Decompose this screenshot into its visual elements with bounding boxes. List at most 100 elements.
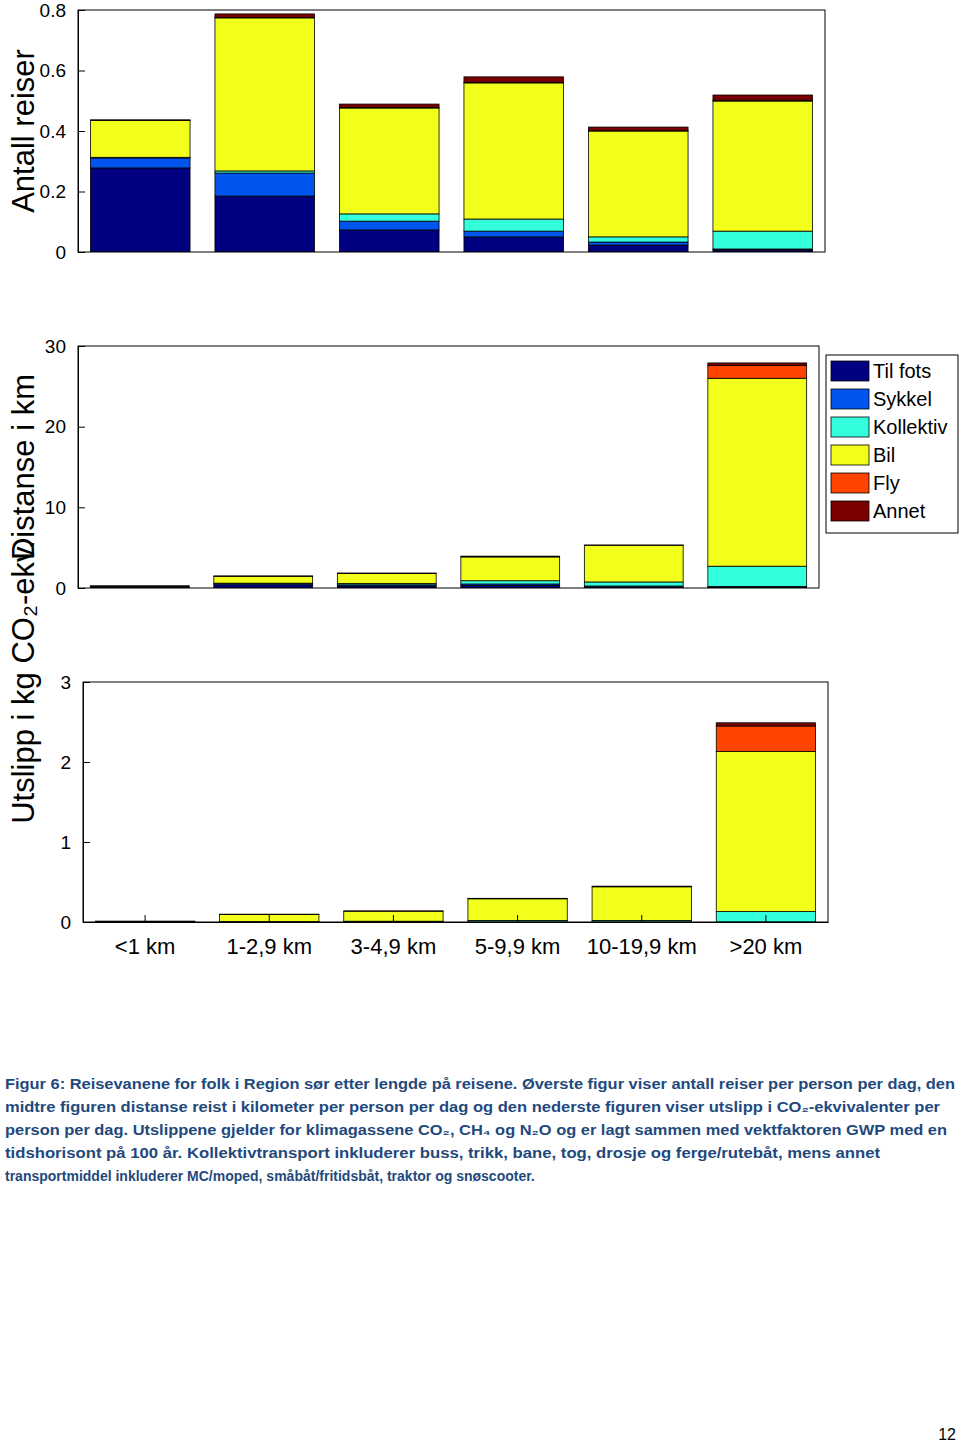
tick-label: 1-2,9 km xyxy=(226,934,312,959)
y-tick: 0.6 xyxy=(40,60,85,81)
x-tick: 10-19,9 km xyxy=(587,915,697,959)
tick-label: 0 xyxy=(60,912,71,933)
bars xyxy=(95,723,815,922)
axis-line xyxy=(83,683,84,923)
plot-frame xyxy=(78,10,825,252)
bar-segment xyxy=(339,214,439,221)
chart-panel: 0 1 2 3 <1 km 1-2,9 km 3-4,9 km 5-9,9 km 10-19,9… xyxy=(6,540,829,958)
tick-label: 20 xyxy=(45,416,66,437)
bar-segment xyxy=(90,586,189,587)
bar-segment xyxy=(584,545,683,546)
x-tick: 1-2,9 km xyxy=(226,915,312,959)
legend-swatch xyxy=(831,501,869,521)
plot-frame xyxy=(78,346,819,588)
bar-segment xyxy=(588,131,688,237)
caption: Figur 6: Reisevanene for folk i Region s… xyxy=(5,1076,955,1184)
tick-label: >20 km xyxy=(730,934,803,959)
tick-label: 0.2 xyxy=(40,181,66,202)
legend-label: Bil xyxy=(873,444,895,466)
bar-segment xyxy=(215,173,315,196)
tick-label: 2 xyxy=(60,752,71,773)
bar-segment xyxy=(464,83,564,219)
bar-segment xyxy=(713,231,813,249)
caption-line: tidshorisont på 100 år. Kollektivtranspo… xyxy=(5,1145,880,1161)
y-tick: 1 xyxy=(60,832,90,853)
x-tick: <1 km xyxy=(115,915,176,959)
tick-label: 3 xyxy=(60,672,71,693)
bar-segment xyxy=(215,14,315,18)
legend-box xyxy=(826,355,958,533)
bar-segment xyxy=(339,108,439,214)
y-axis: 00.20.40.60.8 xyxy=(40,0,85,263)
caption-line: person per dag. Utslippene gjelder for k… xyxy=(5,1122,947,1138)
page: 00.20.40.60.8Antall reiser0102030Distans… xyxy=(0,0,960,1445)
bar-segment xyxy=(716,752,815,912)
bar-segment xyxy=(461,556,560,557)
tick-label: 0 xyxy=(55,578,66,599)
bar-segment xyxy=(339,104,439,107)
page-number: 12 xyxy=(938,1426,956,1443)
bars xyxy=(90,363,806,588)
tick-mark xyxy=(517,915,518,922)
bar-segment xyxy=(468,898,567,899)
y-tick: 20 xyxy=(45,416,85,437)
bar-segment xyxy=(464,231,564,237)
y-tick: 3 xyxy=(60,672,90,693)
bar-segment xyxy=(461,581,560,584)
tick-mark xyxy=(641,915,642,922)
tick-mark xyxy=(83,682,90,683)
bar-segment xyxy=(588,242,688,245)
legend-swatch xyxy=(831,417,869,437)
chart-panel: 00.20.40.60.8Antall reiser xyxy=(6,0,825,263)
bar-segment xyxy=(584,545,683,546)
legend-swatch xyxy=(831,389,869,409)
bar-segment xyxy=(215,196,315,252)
tick-label: 0.6 xyxy=(40,60,66,81)
legend-swatch xyxy=(831,361,869,381)
bar-segment xyxy=(344,911,443,921)
bar-segment xyxy=(337,573,436,583)
axis-title: Utslipp i kg CO₂-ekv. xyxy=(6,540,41,824)
tick-mark xyxy=(83,762,90,763)
legend-swatch xyxy=(831,473,869,493)
bar-segment xyxy=(588,127,688,131)
bar-segment xyxy=(214,584,313,585)
bar-segment xyxy=(90,120,190,121)
bar-segment xyxy=(339,221,439,230)
bar-segment xyxy=(220,914,319,915)
bar-segment xyxy=(708,363,807,365)
y-tick: 0.4 xyxy=(40,121,85,142)
plot-frame xyxy=(83,682,828,922)
bar-segment xyxy=(584,582,683,586)
bar-segment xyxy=(344,910,443,911)
tick-mark xyxy=(78,10,85,11)
bar-segment xyxy=(464,219,564,231)
bar-segment xyxy=(588,245,688,252)
legend-label: Fly xyxy=(873,472,900,494)
tick-label: 10 xyxy=(45,497,66,518)
y-tick: 30 xyxy=(45,336,85,357)
y-tick: 0 xyxy=(55,578,85,599)
bar-segment xyxy=(708,566,807,586)
bar-segment xyxy=(464,237,564,252)
bar-segment xyxy=(214,575,313,576)
legend-label: Kollektiv xyxy=(873,416,947,438)
tick-label: 0.4 xyxy=(40,121,67,142)
x-tick: 3-4,9 km xyxy=(351,915,437,959)
bar-segment xyxy=(708,378,807,566)
bar-segment xyxy=(90,586,189,587)
caption-line: midtre figuren distanse reist i kilomete… xyxy=(5,1099,941,1115)
tick-label: 3-4,9 km xyxy=(351,934,437,959)
y-axis: 0 10 20 30 xyxy=(45,336,85,599)
y-tick: 10 xyxy=(45,497,85,518)
x-tick: >20 km xyxy=(730,915,803,959)
bar-segment xyxy=(220,914,319,915)
bar-segment xyxy=(468,898,567,899)
bar-segment xyxy=(215,18,315,171)
tick-label: 5-9,9 km xyxy=(475,934,561,959)
tick-mark xyxy=(145,915,146,922)
tick-label: 10-19,9 km xyxy=(587,934,697,959)
bar-segment xyxy=(90,120,190,157)
tick-mark xyxy=(78,588,85,589)
axis-title: Antall reiser xyxy=(6,49,41,213)
